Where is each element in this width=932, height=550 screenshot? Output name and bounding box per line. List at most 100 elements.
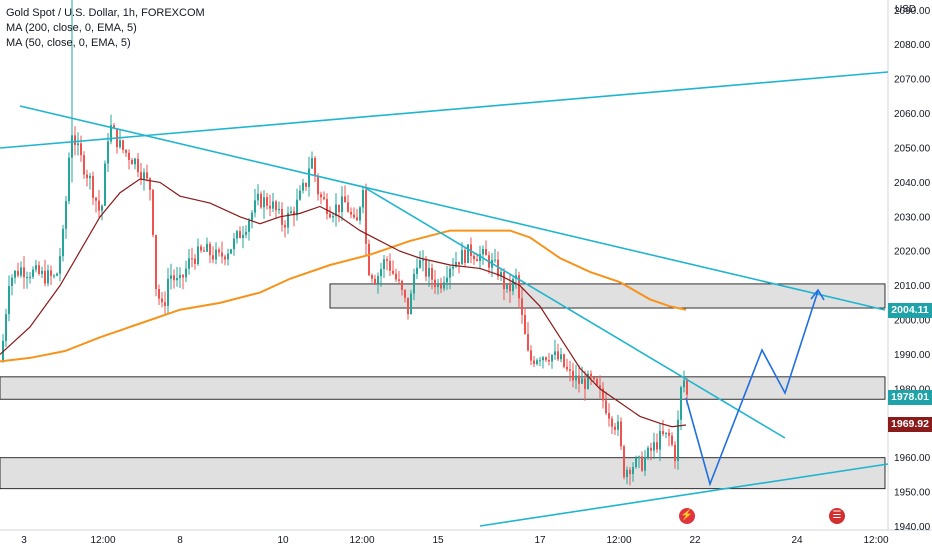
candle-body — [272, 201, 274, 209]
candle-body — [518, 275, 520, 299]
legend-ma200[interactable]: MA (200, close, 0, EMA, 5) — [6, 22, 137, 34]
candle-body — [380, 269, 382, 277]
candle-body — [158, 289, 160, 299]
candle-body — [647, 447, 649, 458]
candle-body — [431, 268, 433, 280]
candle-body — [521, 298, 523, 315]
candle-body — [278, 208, 280, 211]
candle-body — [425, 259, 427, 277]
candle-body — [119, 140, 121, 148]
ma200-line — [0, 229, 687, 363]
candle-body — [581, 378, 583, 384]
candle-body — [524, 314, 526, 335]
candle-body — [56, 273, 58, 276]
lightning-icon[interactable]: ⚡ — [679, 508, 695, 524]
candle-body — [590, 373, 592, 378]
x-tick-label: 15 — [432, 535, 444, 546]
candle-body — [626, 469, 628, 478]
candle-body — [41, 270, 43, 274]
candle-body — [59, 256, 61, 274]
candle-body — [455, 261, 457, 267]
candle-body — [494, 259, 496, 261]
candle-body — [293, 211, 295, 216]
candle-body — [8, 286, 10, 315]
candle-body — [356, 217, 358, 221]
chart-legend: Gold Spot / U.S. Dollar, 1h, FOREXCOM MA… — [6, 6, 205, 51]
candle-body — [674, 444, 676, 461]
candle-body — [665, 432, 667, 435]
trendline-1 — [0, 71, 889, 149]
candle-body — [611, 418, 613, 427]
candle-body — [170, 275, 172, 279]
candle-body — [500, 271, 502, 277]
candle-body — [452, 266, 454, 269]
candle-body — [530, 350, 532, 361]
candle-body — [74, 135, 76, 146]
candle-body — [104, 163, 106, 206]
candle-body — [98, 200, 100, 211]
candle-body — [17, 270, 19, 276]
candle-body — [683, 380, 685, 388]
candle-body — [437, 283, 439, 288]
y-tick-label: 2020.00 — [894, 247, 931, 258]
candle-body — [422, 259, 424, 261]
candle-body — [86, 174, 88, 179]
candle-body — [311, 158, 313, 169]
trendline-2 — [19, 105, 886, 311]
y-tick-label: 1980.00 — [894, 384, 931, 395]
candle-body — [578, 375, 580, 384]
candle-body — [386, 259, 388, 261]
legend-ma50[interactable]: MA (50, close, 0, EMA, 5) — [6, 37, 131, 49]
candle-body — [167, 278, 169, 306]
ma50-line — [0, 178, 687, 428]
candle-body — [638, 456, 640, 459]
y-tick-label: 2010.00 — [894, 281, 931, 292]
candle-body — [143, 172, 145, 180]
candle-body — [353, 214, 355, 218]
candle-body — [284, 224, 286, 228]
candle-body — [83, 155, 85, 175]
candle-body — [65, 201, 67, 229]
candle-body — [200, 246, 202, 251]
x-tick-label: 17 — [534, 535, 546, 546]
candle-body — [476, 259, 478, 261]
candle-body — [686, 380, 688, 395]
candle-body — [485, 249, 487, 256]
candle-body — [80, 143, 82, 156]
candle-body — [11, 277, 13, 287]
candle-body — [467, 244, 469, 263]
y-tick-label: 1960.00 — [894, 453, 931, 464]
candle-body — [560, 354, 562, 360]
y-tick-label: 2050.00 — [894, 143, 931, 154]
candle-body — [362, 190, 364, 208]
candle-body — [26, 277, 28, 279]
candle-body — [242, 234, 244, 238]
us-flag-icon[interactable]: ☰ — [829, 508, 845, 524]
candle-body — [662, 431, 664, 435]
candle-body — [482, 249, 484, 255]
candle-body — [512, 278, 514, 292]
candle-body — [320, 194, 322, 198]
candle-body — [314, 158, 316, 177]
candle-body — [620, 421, 622, 447]
y-tick-label: 1990.00 — [894, 350, 931, 361]
candle-body — [107, 141, 109, 164]
candle-body — [308, 168, 310, 187]
candle-body — [134, 158, 136, 165]
projection-path — [685, 290, 819, 487]
candle-body — [155, 235, 157, 290]
candle-body — [446, 277, 448, 283]
axis-unit-label: USD — [895, 4, 917, 15]
candle-body — [359, 207, 361, 221]
candle-body — [473, 255, 475, 260]
candle-body — [152, 189, 154, 236]
candle-body — [395, 273, 397, 280]
candle-body — [548, 360, 550, 362]
candle-body — [575, 375, 577, 381]
candle-body — [341, 196, 343, 212]
candle-body — [245, 231, 247, 235]
candle-body — [602, 388, 604, 401]
candle-body — [617, 421, 619, 430]
